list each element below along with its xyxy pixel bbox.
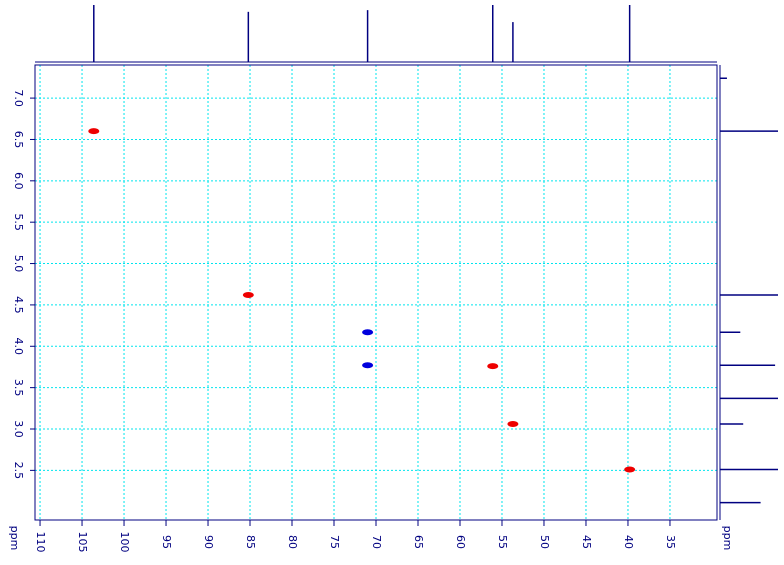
x-tick-label: 60 (454, 535, 467, 549)
x-tick-label: 55 (496, 535, 509, 549)
x-tick-label: 70 (370, 535, 383, 549)
y-axis-label: ppm (8, 526, 21, 551)
x-tick-label: 80 (286, 535, 299, 549)
cross-peak (362, 362, 374, 369)
x-tick-label: 100 (118, 532, 131, 553)
y-tick-label: 7.0 (12, 89, 25, 107)
x-tick-label: 40 (622, 535, 635, 549)
x-axis-label: ppm (721, 526, 734, 551)
x-tick-label: 105 (76, 532, 89, 553)
cross-peak (242, 291, 254, 298)
cross-peak (624, 466, 636, 473)
cross-peak (362, 329, 374, 336)
cross-peak (88, 128, 100, 135)
y-tick-label: 4.5 (12, 296, 25, 314)
cross-peak (507, 421, 519, 428)
y-tick-label: 4.0 (12, 338, 25, 356)
y-tick-label: 3.0 (12, 420, 25, 438)
y-tick-label: 6.0 (12, 172, 25, 190)
x-tick-label: 85 (244, 535, 257, 549)
x-tick-label: 45 (580, 535, 593, 549)
y-tick-label: 2.5 (12, 462, 25, 480)
x-tick-label: 50 (538, 535, 551, 549)
y-tick-label: 5.5 (12, 213, 25, 231)
y-tick-label: 3.5 (12, 379, 25, 397)
x-tick-label: 75 (328, 535, 341, 549)
x-tick-label: 90 (202, 535, 215, 549)
x-tick-label: 65 (412, 535, 425, 549)
y-tick-label: 6.5 (12, 131, 25, 149)
cross-peak (487, 363, 499, 370)
x-tick-label: 35 (664, 535, 677, 549)
x-tick-label: 110 (34, 532, 47, 553)
y-tick-label: 5.0 (12, 255, 25, 273)
x-tick-label: 95 (160, 535, 173, 549)
